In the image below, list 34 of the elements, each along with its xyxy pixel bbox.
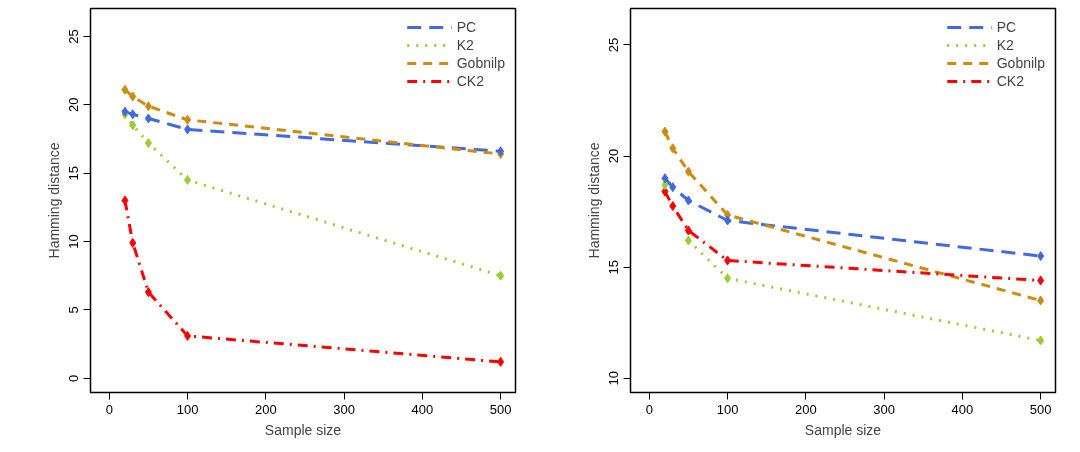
x-axis-title: Sample size [264, 421, 342, 438]
legend-label: CK2 [456, 72, 484, 90]
x-axis-title: Sample size [804, 421, 882, 438]
y-tick-label: 0 [66, 374, 82, 382]
x-tick-label: 200 [254, 401, 277, 417]
x-tick-label: 500 [1029, 401, 1052, 417]
legend-label: K2 [996, 36, 1015, 54]
x-tick-label: 400 [411, 401, 434, 417]
y-tick-label: 20 [66, 97, 82, 112]
y-tick-label: 20 [606, 148, 622, 164]
y-tick-label: 25 [606, 37, 622, 53]
x-tick-label: 500 [489, 401, 512, 417]
x-tick-label: 200 [794, 401, 817, 417]
x-tick-label: 100 [716, 401, 739, 417]
legend-label: PC [456, 18, 477, 36]
x-tick-label: 300 [873, 401, 895, 417]
y-axis-title: Hamming distance [45, 142, 62, 259]
y-tick-label: 25 [66, 29, 82, 44]
legend-label: PC [996, 18, 1017, 36]
legend-label: Gobnilp [456, 54, 505, 72]
x-tick-label: 400 [951, 401, 974, 417]
y-tick-label: 5 [66, 306, 82, 314]
legend-label: Gobnilp [996, 54, 1045, 72]
x-tick-label: 100 [176, 401, 199, 417]
y-tick-label: 15 [66, 165, 82, 181]
legend-label: CK2 [996, 72, 1024, 90]
x-tick-label: 0 [105, 401, 113, 417]
x-tick-label: 300 [333, 401, 355, 417]
y-tick-label: 15 [606, 259, 622, 275]
x-tick-label: 0 [645, 401, 653, 417]
y-tick-label: 10 [606, 371, 622, 386]
y-axis-title: Hamming distance [585, 142, 602, 259]
legend-label: K2 [456, 36, 475, 54]
y-tick-label: 10 [66, 234, 82, 249]
